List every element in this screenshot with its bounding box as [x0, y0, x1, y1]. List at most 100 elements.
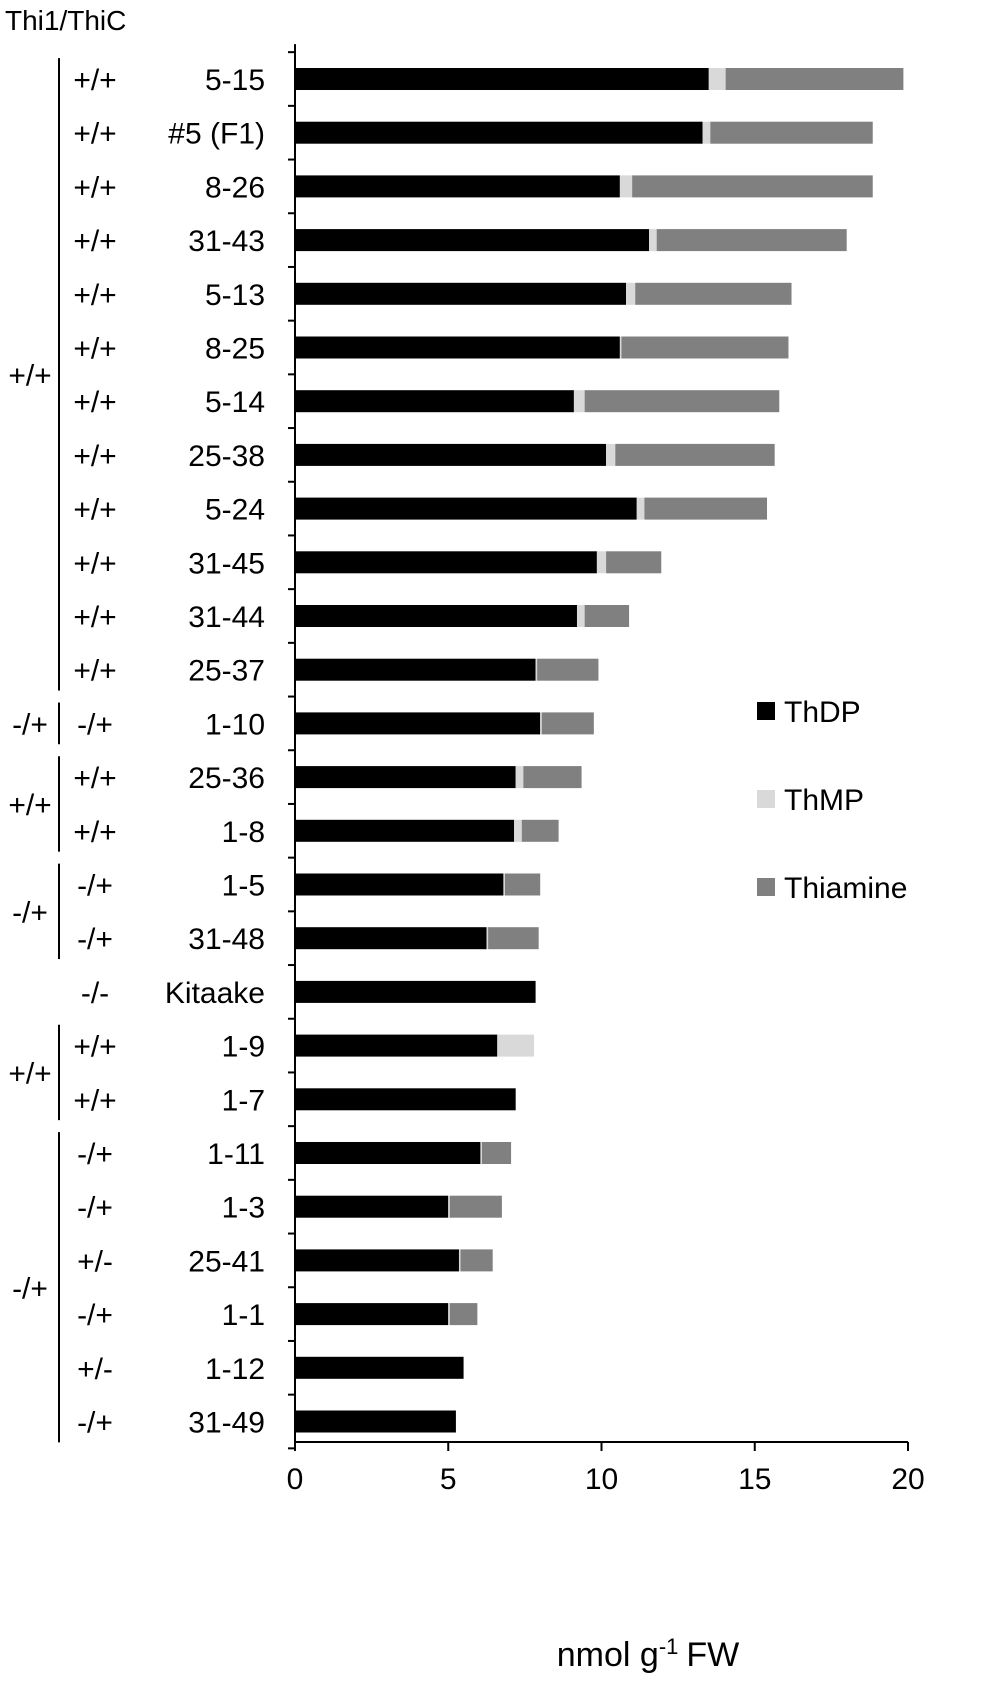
- bar-segment-thiamine: [656, 229, 847, 252]
- bar-segment-thiamine: [488, 927, 539, 950]
- legend-swatch-thiamine: [757, 878, 775, 896]
- row-genotype: +/+: [73, 333, 116, 366]
- bar-segment-thiamine: [710, 121, 873, 144]
- bar-segment-thmp: [486, 927, 489, 950]
- bar-segment-thdp: [295, 121, 703, 144]
- row-label: 31-48: [188, 923, 265, 956]
- x-axis-label: nmol g-1 FW: [557, 1634, 739, 1675]
- bar-segment-thmp: [514, 819, 522, 842]
- bar-segment-thmp: [458, 1249, 461, 1272]
- bar-segment-thmp: [626, 282, 636, 305]
- bar-segment-thmp: [448, 1195, 450, 1218]
- bar-segment-thdp: [295, 1303, 449, 1326]
- row-label: Kitaake: [165, 977, 265, 1010]
- row-genotype: +/+: [73, 386, 116, 419]
- row-label: 1-10: [205, 708, 265, 741]
- bar-segment-thdp: [295, 980, 536, 1003]
- bar-segment-thdp: [295, 551, 597, 574]
- legend-swatch-thdp: [757, 702, 775, 720]
- row-genotype: +/+: [73, 64, 116, 97]
- bar-segment-thiamine: [537, 658, 599, 681]
- x-tick-label: 15: [738, 1463, 771, 1496]
- row-label: 1-9: [222, 1031, 265, 1064]
- group-label: -/+: [12, 708, 48, 741]
- legend-label: ThMP: [784, 784, 864, 817]
- row-label: 1-1: [222, 1299, 265, 1332]
- bar-segment-thiamine: [621, 336, 789, 359]
- bar-segment-thmp: [649, 229, 657, 252]
- group-label: +/+: [8, 359, 51, 392]
- bar-segment-thmp: [636, 497, 645, 520]
- row-genotype: +/+: [73, 601, 116, 634]
- bar-segment-thmp: [448, 1303, 450, 1326]
- bar-segment-thmp: [515, 766, 524, 789]
- genotype-header: Thi1/ThiC: [5, 5, 126, 36]
- bar-segment-thdp: [295, 1034, 498, 1057]
- row-label: 25-38: [188, 440, 265, 473]
- row-label: 5-13: [205, 279, 265, 312]
- bar-segment-thiamine: [584, 390, 780, 413]
- bar-segment-thmp: [573, 390, 585, 413]
- bar-segment-thiamine: [635, 282, 792, 305]
- legend-label: Thiamine: [784, 872, 907, 905]
- bar-segment-thdp: [295, 1088, 516, 1111]
- row-label: #5 (F1): [168, 118, 265, 151]
- row-label: 25-36: [188, 762, 265, 795]
- bar-segment-thdp: [295, 766, 516, 789]
- bar-segment-thdp: [295, 658, 536, 681]
- row-genotype: +/+: [73, 118, 116, 151]
- x-axis: 0 5 10 15 20: [287, 44, 925, 1496]
- bar-segment-thmp: [540, 712, 542, 735]
- bar-segment-thmp: [480, 1142, 482, 1164]
- row-labels-layer: 5-15 +/+ #5 (F1) +/+ 8-26 +/+ 31-43 +/+ 5-13 +/+ 8…: [73, 64, 265, 1440]
- group-brackets-layer: +/+ -/+ +/+ -/+ +/+ -/+: [8, 58, 60, 1443]
- bar-segment-thdp: [295, 282, 627, 305]
- x-tick-label: 20: [891, 1463, 924, 1496]
- row-label: 8-25: [205, 333, 265, 366]
- row-genotype: +/+: [73, 171, 116, 204]
- row-label: 1-7: [222, 1084, 265, 1117]
- row-label: 31-49: [188, 1407, 265, 1440]
- bar-segment-thiamine: [521, 819, 559, 842]
- x-axis-label-exponent: -1: [659, 1634, 679, 1659]
- row-label: 5-15: [205, 64, 265, 97]
- row-genotype: -/+: [77, 1407, 113, 1440]
- bar-segment-thiamine: [541, 712, 594, 735]
- bar-segment-thdp: [295, 443, 607, 466]
- bar-segment-thmp: [619, 175, 633, 198]
- row-genotype: -/+: [77, 1192, 113, 1225]
- bar-segment-thdp: [295, 497, 637, 520]
- row-label: 1-5: [222, 870, 265, 903]
- row-genotype: +/+: [73, 440, 116, 473]
- bars-layer: [295, 68, 904, 1433]
- bar-segment-thdp: [295, 1195, 449, 1218]
- bar-segment-thiamine: [725, 68, 904, 90]
- bar-segment-thiamine: [449, 1303, 478, 1326]
- row-genotype: +/+: [73, 225, 116, 258]
- row-genotype: +/+: [73, 655, 116, 688]
- bar-segment-thdp: [295, 390, 574, 413]
- x-tick-label: 5: [440, 1463, 457, 1496]
- bar-segment-thdp: [295, 1249, 459, 1272]
- row-label: 31-45: [188, 547, 265, 580]
- x-tick-label: 0: [287, 1463, 304, 1496]
- bar-segment-thdp: [295, 1410, 456, 1433]
- row-genotype: -/+: [77, 708, 113, 741]
- bar-segment-thmp: [619, 336, 622, 359]
- row-genotype: +/+: [73, 279, 116, 312]
- row-genotype: +/+: [73, 762, 116, 795]
- row-genotype: +/+: [73, 494, 116, 527]
- bar-segment-thdp: [295, 336, 620, 359]
- row-genotype: -/+: [77, 870, 113, 903]
- group-label: -/+: [12, 1272, 48, 1305]
- legend-swatch-thmp: [757, 790, 775, 808]
- row-genotype: -/+: [77, 923, 113, 956]
- bar-segment-thmp: [606, 443, 616, 466]
- bar-segment-thiamine: [504, 873, 541, 896]
- bar-segment-thmp: [596, 551, 607, 574]
- bar-segment-thdp: [295, 68, 709, 90]
- legend-label: ThDP: [784, 696, 861, 729]
- bar-segment-thiamine: [449, 1195, 502, 1218]
- row-genotype: +/-: [77, 1353, 113, 1386]
